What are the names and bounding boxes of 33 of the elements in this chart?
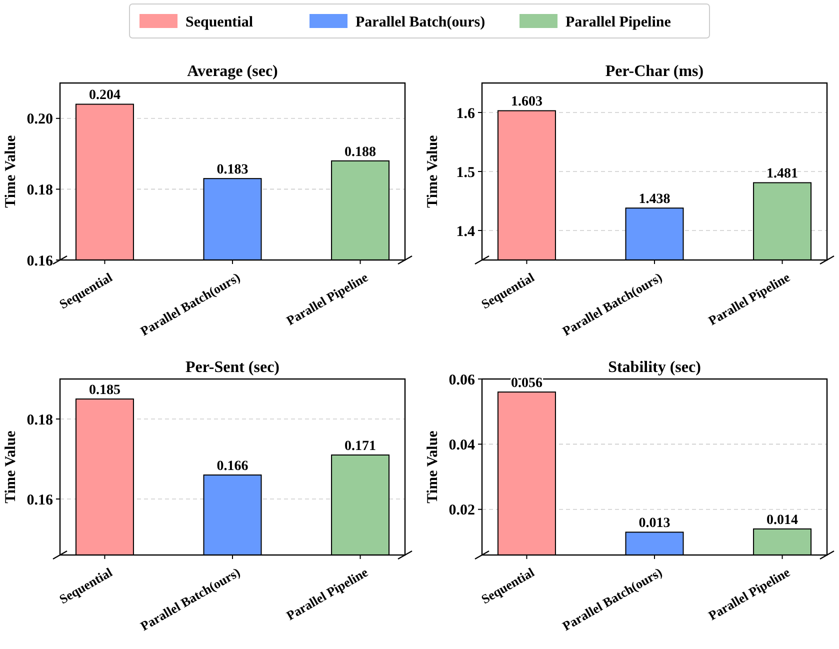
y-tick-label: 1.4 bbox=[456, 224, 476, 240]
data-label: 1.438 bbox=[638, 192, 670, 208]
legend-label: Parallel Batch(ours) bbox=[356, 14, 486, 30]
chart-title: Stability (sec) bbox=[608, 359, 701, 376]
data-label: 0.183 bbox=[216, 162, 248, 178]
y-tick-label: 0.06 bbox=[448, 372, 476, 388]
y-axis-title: Time Value bbox=[425, 134, 441, 208]
y-tick-label: 0.16 bbox=[26, 492, 54, 508]
data-label: 0.013 bbox=[638, 516, 670, 532]
data-label: 1.481 bbox=[766, 166, 798, 182]
chart-title: Average (sec) bbox=[187, 63, 278, 80]
data-label: 0.014 bbox=[766, 512, 798, 528]
y-tick-label: 1.6 bbox=[456, 106, 476, 122]
chart-title: Per-Sent (sec) bbox=[185, 359, 280, 376]
y-axis-title: Time Value bbox=[3, 430, 19, 504]
y-tick-label: 0.20 bbox=[26, 112, 53, 128]
data-label: 0.204 bbox=[88, 88, 120, 104]
y-axis-title: Time Value bbox=[425, 430, 441, 504]
data-label: 0.171 bbox=[344, 439, 376, 454]
data-label: 0.185 bbox=[88, 383, 120, 398]
y-tick-label: 1.5 bbox=[456, 164, 475, 181]
legend-label: Sequential bbox=[186, 14, 254, 30]
data-label: 0.166 bbox=[216, 459, 248, 474]
legend-label: Parallel Pipeline bbox=[566, 14, 672, 30]
data-label: 1.603 bbox=[510, 94, 542, 110]
y-tick-label: 0.16 bbox=[26, 253, 54, 270]
y-tick-label: 0.18 bbox=[26, 412, 53, 428]
y-axis-title: Time Value bbox=[3, 134, 19, 208]
y-tick-label: 0.02 bbox=[448, 502, 475, 519]
y-tick-label: 0.04 bbox=[448, 437, 476, 454]
y-tick-label: 0.18 bbox=[26, 182, 53, 198]
data-label: 0.188 bbox=[344, 144, 376, 160]
chart-title: Per-Char (ms) bbox=[605, 63, 704, 80]
